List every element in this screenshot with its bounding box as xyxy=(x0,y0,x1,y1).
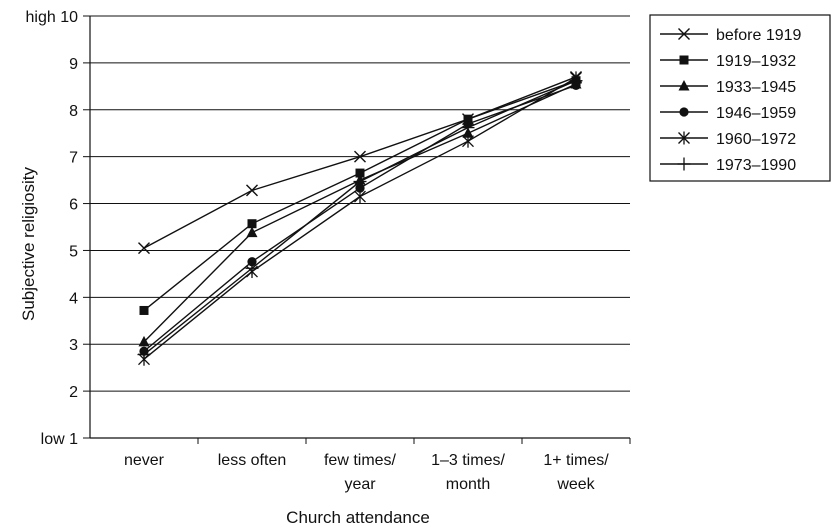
series-6 xyxy=(137,74,583,362)
y-tick-label: 2 xyxy=(69,384,78,401)
legend-item: 1933–1945 xyxy=(660,79,796,96)
plus-marker xyxy=(461,121,475,135)
series-line xyxy=(143,77,577,360)
plus-marker xyxy=(137,348,151,362)
legend-item: 1946–1959 xyxy=(660,105,796,122)
x-marker xyxy=(246,184,258,197)
plus-marker xyxy=(245,261,259,275)
y-tick-label: 3 xyxy=(69,337,78,354)
asterisk-marker xyxy=(354,190,366,204)
x-marker xyxy=(354,150,366,163)
legend-item: 1919–1932 xyxy=(660,53,796,70)
legend-label: before 1919 xyxy=(716,27,802,44)
x-tick-label: few times/year xyxy=(324,452,397,493)
grid-lines xyxy=(90,15,630,392)
y-tick-label: 4 xyxy=(69,290,78,307)
axes xyxy=(83,15,631,444)
y-tick-label: low 1 xyxy=(41,431,78,448)
y-tick-label: 7 xyxy=(69,150,78,167)
square-marker xyxy=(355,168,365,178)
series-line xyxy=(143,76,577,249)
y-tick-label: 9 xyxy=(69,56,78,73)
x-tick-label: 1+ times/week xyxy=(543,452,609,493)
plus-marker xyxy=(353,175,367,189)
legend-label: 1960–1972 xyxy=(716,131,796,148)
legend-label: 1973–1990 xyxy=(716,157,796,174)
x-marker xyxy=(138,242,150,255)
triangle-marker xyxy=(138,335,150,347)
x-axis-title: Church attendance xyxy=(286,508,430,527)
plus-marker xyxy=(569,74,583,88)
plus-marker xyxy=(677,157,691,171)
series-4 xyxy=(139,80,581,356)
legend: before 1919 1919–1932 1933–1945 1946–1959 19… xyxy=(649,14,831,182)
series-line xyxy=(143,84,577,352)
x-tick-label: never xyxy=(124,452,165,469)
legend-item: before 1919 xyxy=(660,27,802,44)
series-line xyxy=(143,80,577,356)
square-marker xyxy=(247,219,257,229)
y-tick-label: 5 xyxy=(69,243,78,260)
legend-label: 1919–1932 xyxy=(716,53,796,70)
legend-item: 1973–1990 xyxy=(660,157,796,174)
y-axis-title: Subjective religiosity xyxy=(19,166,38,321)
y-tick-label: 8 xyxy=(69,103,78,120)
series-1 xyxy=(138,70,582,255)
triangle-marker xyxy=(678,80,690,91)
x-tick-labels: never less often few times/year 1–3 times/m… xyxy=(124,452,609,493)
y-tick-labels: low 1 2 3 4 5 6 7 8 9 high 10 xyxy=(26,9,79,448)
series-5 xyxy=(138,71,582,366)
x-marker xyxy=(678,28,690,40)
series-lines xyxy=(137,70,583,366)
x-tick-label: 1–3 times/month xyxy=(431,452,505,493)
triangle-marker xyxy=(246,226,258,238)
square-marker xyxy=(463,114,473,124)
legend-item: 1960–1972 xyxy=(660,131,796,148)
asterisk-marker xyxy=(678,131,690,145)
square-marker xyxy=(679,55,689,65)
legend-box xyxy=(649,14,831,182)
y-tick-label: high 10 xyxy=(26,9,79,26)
legend-label: 1933–1945 xyxy=(716,79,796,96)
square-marker xyxy=(139,305,149,315)
circle-marker xyxy=(247,257,257,267)
x-tick-label: less often xyxy=(218,452,286,469)
circle-marker xyxy=(679,107,689,117)
circle-marker xyxy=(355,183,365,193)
asterisk-marker xyxy=(462,134,474,148)
y-tick-label: 6 xyxy=(69,197,78,214)
legend-label: 1946–1959 xyxy=(716,105,796,122)
